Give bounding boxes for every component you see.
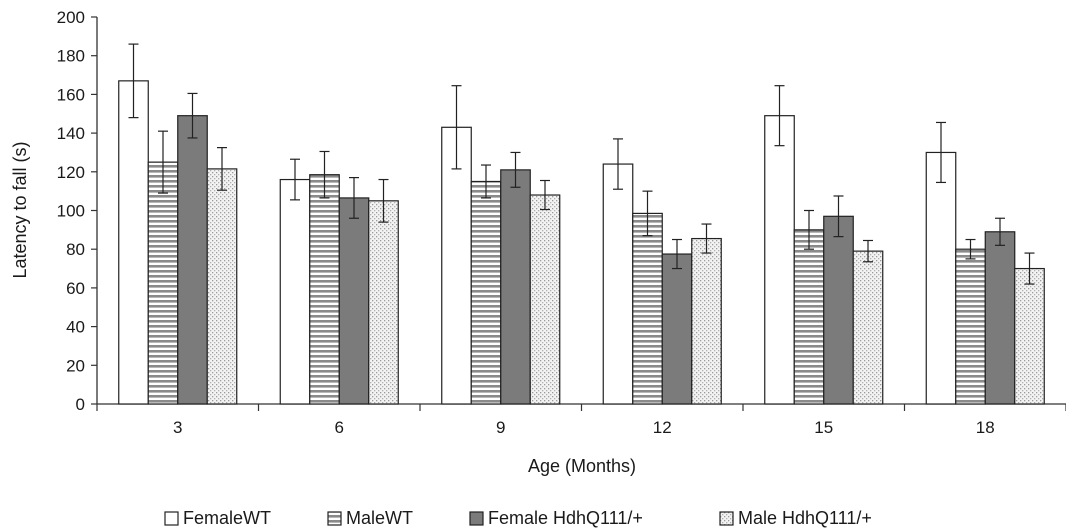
bar [368,200,399,405]
y-tick-label: 140 [57,124,85,143]
bar [1014,267,1045,405]
error-bar [481,164,491,199]
error-bar [936,121,946,184]
x-axis-title: Age (Months) [528,456,636,476]
y-tick-label: 120 [57,163,85,182]
bar [602,163,634,405]
legend-item: Male HdhQ111/+ [719,508,872,528]
bar [206,168,238,405]
error-bar [701,223,712,254]
error-bar [672,238,682,270]
error-bar [833,195,844,238]
y-tick-label: 160 [57,85,85,104]
error-bar [863,239,873,263]
bar [147,161,179,405]
bar [500,169,531,405]
legend-item: Female HdhQ111/+ [469,508,643,528]
legend-label: Female HdhQ111/+ [488,508,643,528]
legend-label: Male HdhQ111/+ [738,508,872,528]
bar [764,115,795,405]
bar [852,250,884,405]
y-tick-label: 0 [76,395,85,414]
error-bar [613,138,623,190]
y-tick-label: 100 [57,202,85,221]
error-bar [319,150,330,199]
x-tick-label: 15 [814,418,833,437]
error-bar [995,217,1005,246]
legend-swatch [719,511,734,526]
bar [691,237,722,405]
bar [661,253,693,405]
legend-label: MaleWT [346,508,413,528]
y-tick-label: 40 [66,318,85,337]
tick-labels-layer: 0 20 40 60 80 100 120 140 160 180 200 3 6 9 12 15 18 [57,8,995,437]
error-bar [217,147,227,191]
x-tick-label: 12 [653,418,672,437]
legend-swatch [469,511,484,526]
x-tick-label: 9 [496,418,505,437]
legend-item: FemaleWT [164,508,271,528]
bar [309,174,340,405]
error-bar [965,238,976,260]
x-tick-label: 6 [335,418,344,437]
bar [984,231,1016,405]
error-bar [349,177,359,219]
legend-swatch [327,511,342,526]
bar [823,215,854,405]
error-bar [804,209,814,250]
bar [632,212,663,405]
bar [955,248,986,405]
bar [529,194,561,405]
error-bar [1024,252,1035,285]
bar [177,115,208,405]
bar [470,180,502,405]
legend: FemaleWT MaleWT Female HdhQ111/+ Male HdhQ1… [164,508,872,528]
y-tick-label: 60 [66,279,85,298]
x-tick-label: 18 [976,418,995,437]
legend-swatch [164,511,179,526]
error-bar [451,85,462,170]
error-bar [158,130,168,194]
error-bar [642,190,653,237]
y-tick-label: 80 [66,240,85,259]
error-bar [290,158,300,201]
error-bar [540,179,550,211]
y-axis-title: Latency to fall (s) [10,141,30,278]
y-tick-label: 200 [57,8,85,27]
y-tick-label: 180 [57,47,85,66]
y-tick-label: 20 [66,356,85,375]
bar [793,229,825,405]
error-bar [187,92,198,139]
x-tick-label: 3 [173,418,182,437]
bar [118,80,149,405]
bar [338,197,370,405]
legend-label: FemaleWT [183,508,271,528]
bar [279,178,311,405]
error-bar [378,178,389,223]
error-bar [510,151,521,188]
error-bar [774,85,785,147]
error-bars-layer [128,43,1035,285]
axes [91,16,1066,411]
legend-item: MaleWT [327,508,413,528]
error-bar [128,43,139,119]
bar [925,151,957,405]
bars-layer [118,80,1045,405]
